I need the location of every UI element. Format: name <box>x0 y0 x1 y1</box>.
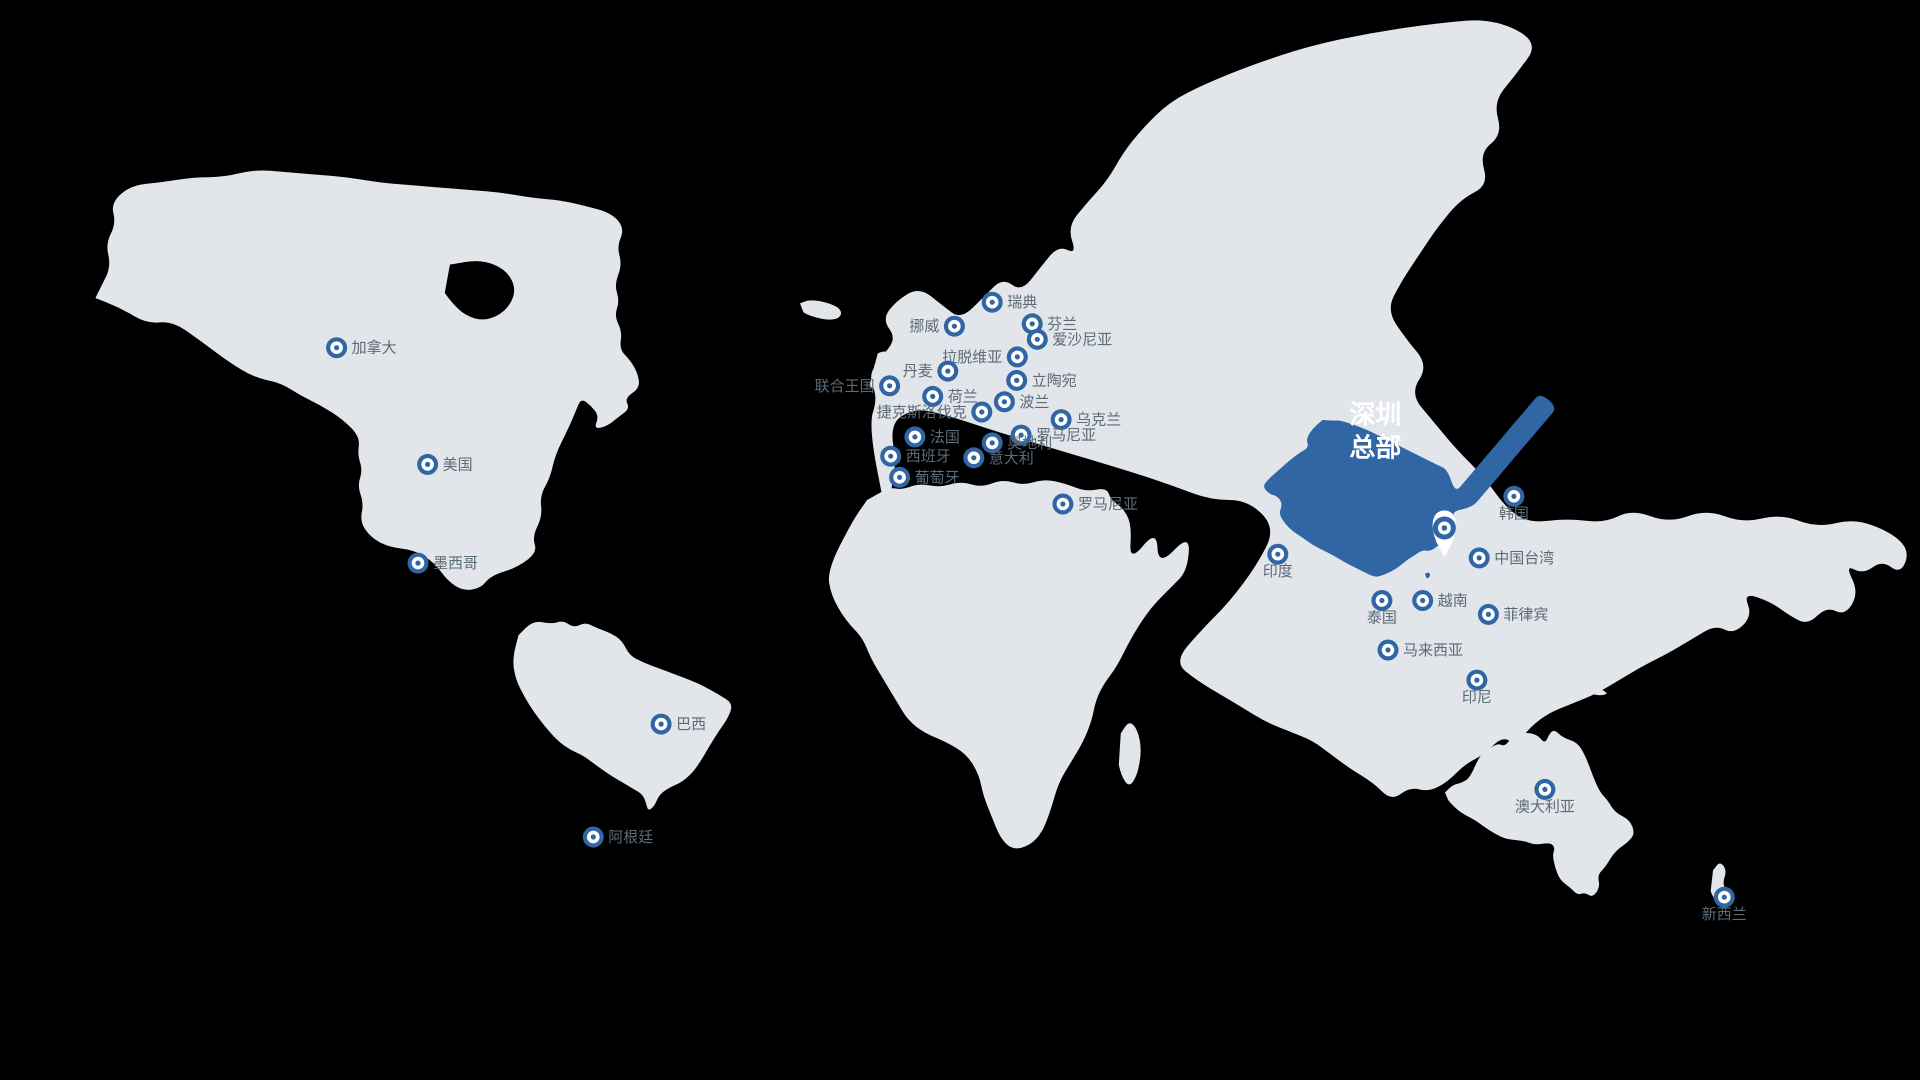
svg-text:芬兰: 芬兰 <box>1047 316 1077 333</box>
svg-text:澳大利亚: 澳大利亚 <box>1515 798 1575 815</box>
svg-text:新西兰: 新西兰 <box>1702 906 1747 923</box>
svg-text:荷兰: 荷兰 <box>948 388 978 405</box>
svg-text:西班牙: 西班牙 <box>906 448 951 465</box>
svg-text:印度: 印度 <box>1263 563 1293 580</box>
svg-text:葡萄牙: 葡萄牙 <box>915 469 960 486</box>
svg-text:乌克兰: 乌克兰 <box>1076 412 1121 429</box>
svg-text:联合王国: 联合王国 <box>815 378 875 395</box>
svg-text:波兰: 波兰 <box>1019 394 1049 411</box>
svg-text:瑞典: 瑞典 <box>1007 294 1037 311</box>
svg-text:墨西哥: 墨西哥 <box>433 555 478 572</box>
svg-text:加拿大: 加拿大 <box>352 339 397 357</box>
svg-text:罗马尼亚: 罗马尼亚 <box>1078 496 1138 513</box>
svg-text:韩国: 韩国 <box>1499 505 1529 522</box>
svg-text:越南: 越南 <box>1438 593 1468 610</box>
svg-text:印尼: 印尼 <box>1462 689 1492 706</box>
svg-text:挪威: 挪威 <box>909 318 939 335</box>
svg-text:爱沙尼亚: 爱沙尼亚 <box>1052 331 1112 348</box>
svg-text:菲律宾: 菲律宾 <box>1503 606 1548 623</box>
svg-text:马来西亚: 马来西亚 <box>1403 642 1463 659</box>
svg-text:美国: 美国 <box>443 456 473 473</box>
svg-text:丹麦: 丹麦 <box>903 363 933 380</box>
svg-text:深圳: 深圳 <box>1349 400 1401 430</box>
svg-text:意大利: 意大利 <box>989 449 1034 467</box>
svg-text:立陶宛: 立陶宛 <box>1032 372 1077 389</box>
svg-text:法国: 法国 <box>930 429 960 446</box>
svg-text:总部: 总部 <box>1349 433 1401 463</box>
svg-text:阿根廷: 阿根廷 <box>608 829 653 846</box>
svg-text:中国台湾: 中国台湾 <box>1494 550 1554 567</box>
svg-text:捷克斯洛伐克: 捷克斯洛伐克 <box>877 404 967 421</box>
svg-text:泰国: 泰国 <box>1367 610 1397 627</box>
svg-text:巴西: 巴西 <box>676 716 706 733</box>
